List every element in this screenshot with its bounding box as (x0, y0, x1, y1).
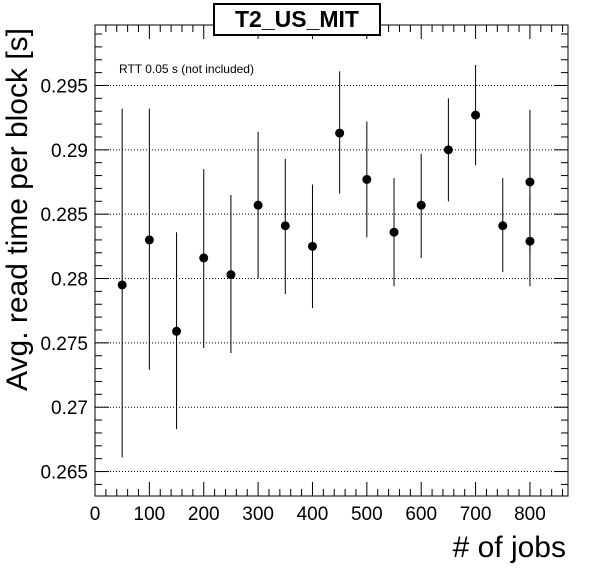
data-point (335, 128, 345, 138)
y-tick-label: 0.29 (51, 141, 88, 162)
data-point (172, 326, 182, 336)
x-tick-label: 600 (405, 504, 437, 525)
x-tick-label: 700 (460, 504, 492, 525)
x-tick-label: 400 (297, 504, 329, 525)
y-tick-label: 0.28 (51, 270, 88, 291)
y-tick-label: 0.265 (40, 463, 88, 484)
data-point (416, 200, 426, 210)
data-point (362, 174, 372, 184)
y-axis-label: Avg. read time per block [s] (1, 28, 34, 391)
plot-frame (94, 24, 569, 497)
data-point (389, 227, 399, 237)
data-point (443, 145, 453, 155)
data-point (253, 200, 263, 210)
x-axis-label: # of jobs (453, 531, 566, 564)
data-point (199, 253, 209, 263)
y-tick-label: 0.27 (51, 398, 88, 419)
tick-labels: 0.265 0.27 0.275 0.28 0.285 0.29 0.295 0 100 200 3… (40, 76, 545, 525)
y-tick-label: 0.295 (40, 76, 88, 97)
data-point (525, 177, 535, 187)
data-point (144, 235, 154, 245)
x-tick-label: 300 (242, 504, 274, 525)
data-point (226, 270, 236, 280)
data-point (471, 110, 481, 120)
y-tick-label: 0.275 (40, 334, 88, 355)
axis-ticks (94, 25, 568, 496)
x-tick-label: 800 (514, 504, 546, 525)
y-tick-label: 0.285 (40, 205, 88, 226)
x-tick-label: 200 (188, 504, 220, 525)
x-tick-label: 0 (90, 504, 101, 525)
chart-title: T2_US_MIT (213, 3, 381, 36)
data-point (498, 221, 508, 231)
x-tick-label: 100 (134, 504, 166, 525)
data-point (307, 241, 317, 251)
grid-lines (95, 84, 568, 473)
data-series (117, 64, 535, 458)
data-point (117, 280, 127, 290)
rtt-annotation: RTT 0.05 s (not included) (119, 62, 254, 76)
x-tick-label: 500 (351, 504, 383, 525)
data-point (280, 221, 290, 231)
